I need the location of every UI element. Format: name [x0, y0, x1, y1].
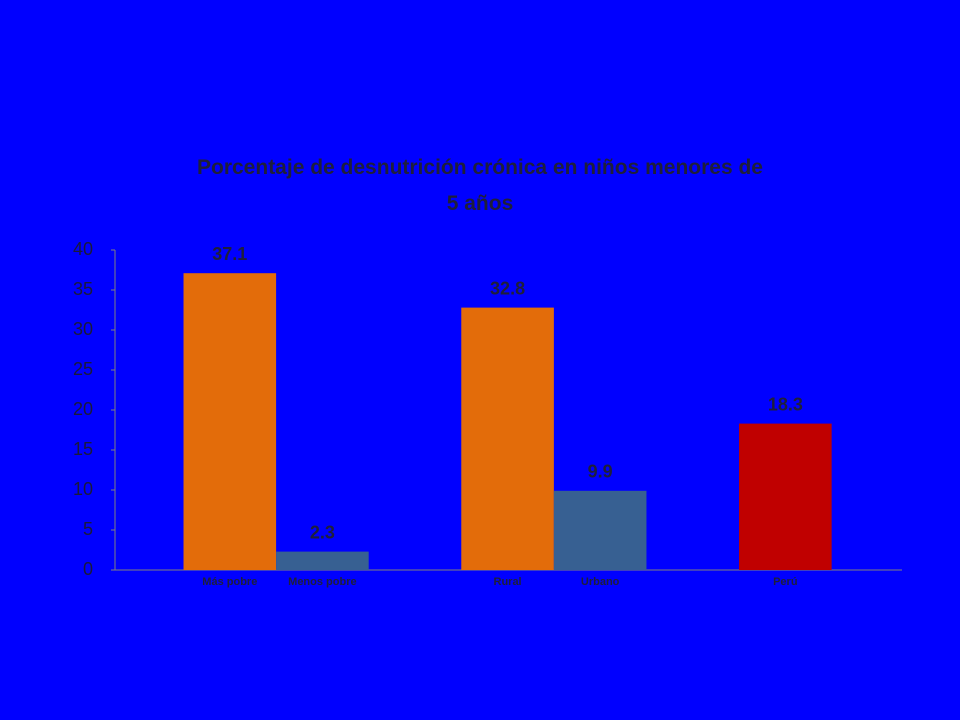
bar	[183, 273, 277, 570]
y-tick-label: 10	[73, 479, 93, 499]
y-tick-label: 25	[73, 359, 93, 379]
value-label: 18.3	[768, 394, 803, 414]
y-tick-label: 40	[73, 239, 93, 259]
value-label: 37.1	[212, 244, 247, 264]
x-tick-label: Urbano	[581, 576, 620, 588]
chart-title: Porcentaje de desnutrición crónica en ni…	[197, 156, 763, 215]
bar	[739, 423, 832, 570]
x-tick-label: Perú	[773, 576, 797, 588]
y-tick-label: 30	[73, 319, 93, 339]
y-tick-label: 0	[83, 559, 93, 579]
bar	[461, 307, 554, 570]
x-tick-label: Rural	[494, 576, 522, 588]
bar	[276, 551, 369, 570]
value-label: 2.3	[310, 522, 335, 542]
value-label: 9.9	[588, 462, 613, 482]
bar	[553, 490, 647, 570]
value-label: 32.8	[490, 278, 525, 298]
y-tick-label: 15	[73, 439, 93, 459]
y-tick-label: 5	[83, 519, 93, 539]
y-tick-label: 20	[73, 399, 93, 419]
y-tick-label: 35	[73, 279, 93, 299]
x-tick-label: Más pobre	[202, 576, 257, 588]
x-tick-label: Menos pobre	[288, 576, 356, 588]
